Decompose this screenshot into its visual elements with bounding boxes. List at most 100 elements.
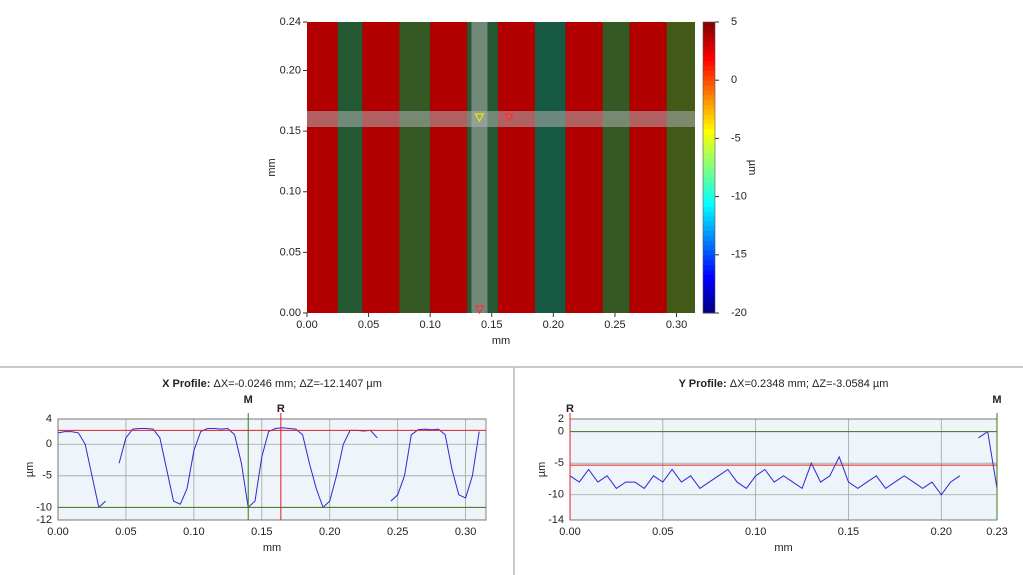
x-tick-label: 0.00 bbox=[47, 526, 68, 538]
x-tick-label: 0.15 bbox=[481, 319, 502, 331]
x-tick-label: 0.10 bbox=[183, 526, 204, 538]
height-band bbox=[534, 22, 566, 313]
x-tick-label: 0.25 bbox=[387, 526, 408, 538]
colorbar-tick-label: 0 bbox=[731, 74, 737, 86]
colorbar-swatch bbox=[703, 191, 715, 198]
y-tick-label: -12 bbox=[36, 514, 52, 526]
cursor-band bbox=[307, 111, 695, 127]
x-tick-label: 0.00 bbox=[296, 319, 317, 331]
height-band bbox=[430, 22, 468, 313]
colorbar-swatch bbox=[703, 177, 715, 183]
y-tick-label: 0.24 bbox=[280, 16, 301, 28]
cursor-label: M bbox=[244, 394, 253, 406]
colorbar-swatch bbox=[703, 167, 715, 173]
x-axis-label: mm bbox=[263, 542, 281, 554]
height-band bbox=[307, 22, 338, 313]
height-band bbox=[565, 22, 603, 313]
x-tick-label: 0.10 bbox=[419, 319, 440, 331]
colorbar-label: µm bbox=[746, 160, 758, 176]
colorbar-swatch bbox=[703, 65, 715, 71]
colorbar-swatch bbox=[703, 201, 715, 207]
cursor-marker bbox=[503, 113, 515, 123]
panel-title-text: ΔX=-0.0246 mm; ΔZ=-12.1407 µm bbox=[213, 378, 381, 390]
x-tick-label: 0.00 bbox=[559, 526, 580, 538]
colorbar-swatch bbox=[703, 148, 715, 154]
colorbar-swatch bbox=[703, 133, 715, 139]
colorbar-swatch bbox=[703, 225, 715, 232]
y-tick-label: 0.05 bbox=[280, 246, 301, 258]
y-tick-label: -10 bbox=[36, 501, 52, 513]
colorbar-swatch bbox=[703, 308, 715, 314]
y-tick-label: -5 bbox=[42, 470, 52, 482]
colorbar-swatch bbox=[703, 157, 715, 164]
colorbar-frame bbox=[702, 21, 716, 314]
colorbar-swatch bbox=[703, 298, 715, 304]
colorbar-swatch bbox=[703, 283, 715, 290]
plot-background bbox=[58, 419, 486, 520]
colorbar-swatch bbox=[703, 216, 715, 222]
colorbar-tick-label: 5 bbox=[731, 16, 737, 28]
colorbar-swatch bbox=[703, 119, 715, 125]
x-tick-label: 0.05 bbox=[652, 526, 673, 538]
colorbar-swatch bbox=[703, 220, 715, 227]
colorbar-swatch bbox=[703, 274, 715, 280]
colorbar-swatch bbox=[703, 206, 715, 212]
colorbar-swatch bbox=[703, 109, 715, 115]
colorbar-swatch bbox=[703, 264, 715, 270]
y-tick-label: 0.00 bbox=[280, 307, 301, 319]
x-tick-label: 0.05 bbox=[115, 526, 136, 538]
x-tick-label: 0.20 bbox=[543, 319, 564, 331]
x-tick-label: 0.15 bbox=[251, 526, 272, 538]
y-axis-label: µm bbox=[24, 462, 36, 478]
colorbar-swatch bbox=[703, 60, 715, 67]
y-tick-label: -10 bbox=[548, 489, 564, 501]
x-tick-label: 0.23 bbox=[986, 526, 1007, 538]
x-tick-label: 0.15 bbox=[838, 526, 859, 538]
panel-title-text: ΔX=0.2348 mm; ΔZ=-3.0584 µm bbox=[730, 378, 889, 390]
y-tick-label: 4 bbox=[46, 413, 52, 425]
y-tick-label: 0.10 bbox=[280, 186, 301, 198]
colorbar-swatch bbox=[703, 196, 715, 202]
colorbar-tick-label: -20 bbox=[731, 307, 747, 319]
colorbar-swatch bbox=[703, 22, 715, 28]
colorbar-swatch bbox=[703, 279, 715, 285]
x-tick-label: 0.20 bbox=[319, 526, 340, 538]
colorbar-swatch bbox=[703, 31, 715, 38]
height-band bbox=[629, 22, 667, 313]
colorbar-swatch bbox=[703, 26, 715, 33]
height-band bbox=[666, 22, 695, 313]
colorbar-swatch bbox=[703, 186, 715, 193]
cursor-label: R bbox=[566, 403, 574, 415]
colorbar-swatch bbox=[703, 230, 715, 236]
colorbar-swatch bbox=[703, 249, 715, 256]
colorbar-swatch bbox=[703, 75, 715, 81]
colorbar-swatch bbox=[703, 99, 715, 105]
colorbar-swatch bbox=[703, 162, 715, 168]
colorbar-swatch bbox=[703, 303, 715, 309]
colorbar-tick-label: -10 bbox=[731, 191, 747, 203]
y-tick-label: 0 bbox=[46, 438, 52, 450]
panel-title-bold: X Profile: bbox=[162, 378, 210, 390]
x-tick-label: 0.20 bbox=[931, 526, 952, 538]
colorbar-swatch bbox=[703, 41, 715, 47]
y-tick-label: 0.20 bbox=[280, 64, 301, 76]
colorbar-swatch bbox=[703, 46, 715, 52]
height-band bbox=[497, 22, 535, 313]
colorbar-swatch bbox=[703, 104, 715, 110]
colorbar-swatch bbox=[703, 89, 715, 96]
colorbar-swatch bbox=[703, 245, 715, 251]
x-tick-label: 0.30 bbox=[455, 526, 476, 538]
colorbar-swatch bbox=[703, 36, 715, 42]
panel-title-bold: Y Profile: bbox=[679, 378, 727, 390]
y-axis-label: µm bbox=[536, 462, 548, 478]
cursor-marker bbox=[474, 305, 485, 315]
colorbar-swatch bbox=[703, 138, 715, 144]
y-tick-label: 0 bbox=[558, 426, 564, 438]
y-tick-label: -5 bbox=[554, 457, 564, 469]
colorbar-swatch bbox=[703, 114, 715, 120]
x-tick-label: 0.30 bbox=[666, 319, 687, 331]
colorbar-swatch bbox=[703, 211, 715, 217]
cursor-label: R bbox=[277, 403, 285, 415]
